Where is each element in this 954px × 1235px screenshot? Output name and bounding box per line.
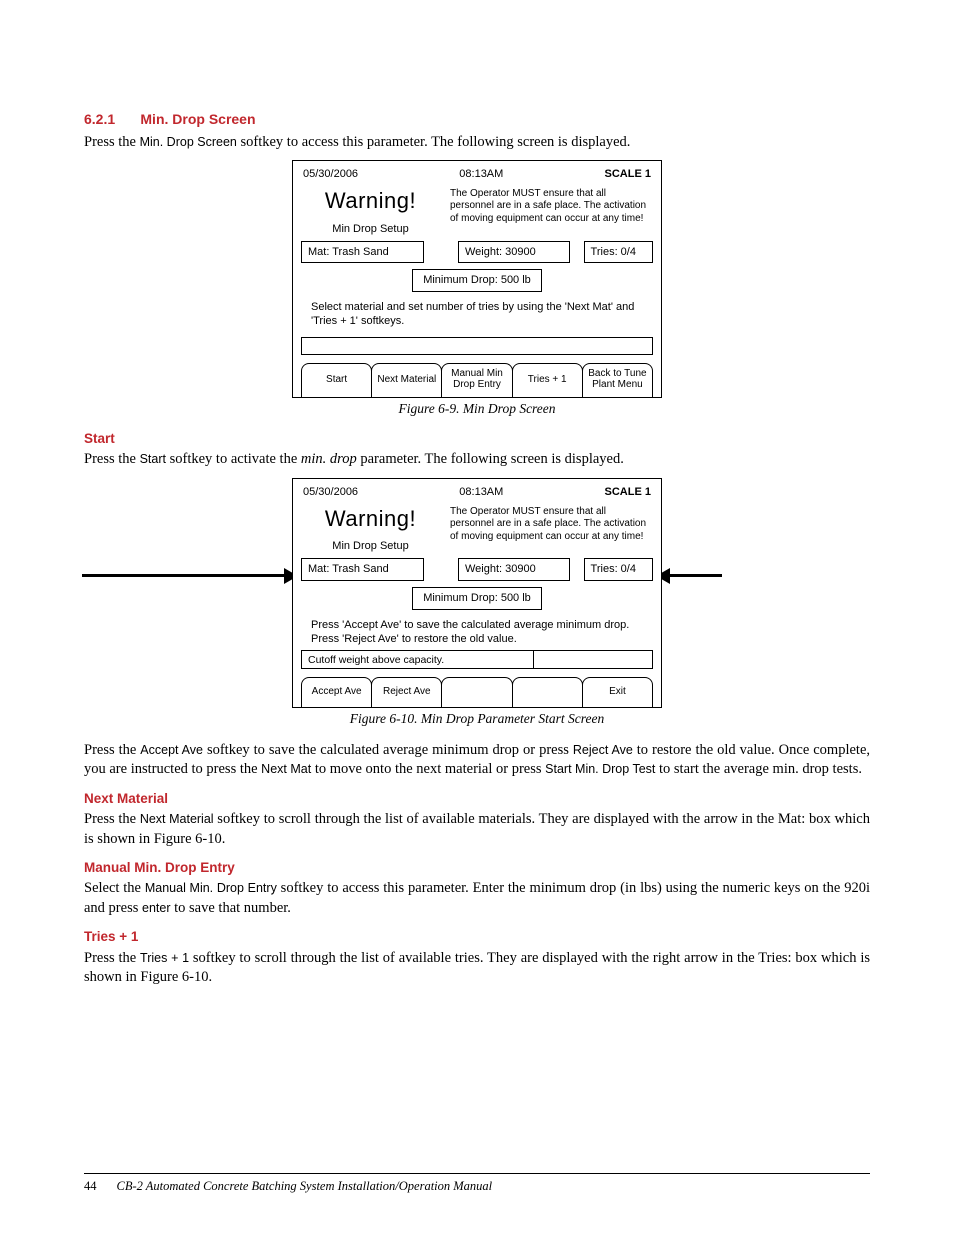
screen-time: 08:13AM <box>459 167 503 182</box>
screen-header: 05/30/2006 08:13AM SCALE 1 <box>293 479 661 502</box>
tries-heading: Tries + 1 <box>84 928 870 946</box>
figure-6-9: 05/30/2006 08:13AM SCALE 1 Warning! Min … <box>84 160 870 398</box>
warning-text: The Operator MUST ensure that all person… <box>450 186 651 237</box>
screen-date: 05/30/2006 <box>303 485 358 500</box>
value-row: Mat: Trash Sand Weight: 30900 Tries: 0/4 <box>293 241 661 264</box>
min-drop-box: Minimum Drop: 500 lb <box>412 587 542 610</box>
after-fig2-para: Press the Accept Ave softkey to save the… <box>84 741 870 780</box>
min-drop-box: Minimum Drop: 500 lb <box>412 269 542 292</box>
screen-instruction: Select material and set number of tries … <box>293 298 661 337</box>
material-box: Mat: Trash Sand <box>301 241 424 264</box>
section-title: Min. Drop Screen <box>140 111 255 127</box>
screen-subtitle: Min Drop Setup <box>303 539 438 554</box>
warning-text: The Operator MUST ensure that all person… <box>450 504 651 555</box>
softkey-blank-1 <box>441 677 512 707</box>
softkey-accept-ave[interactable]: Accept Ave <box>301 677 372 707</box>
manual-entry-heading: Manual Min. Drop Entry <box>84 859 870 877</box>
page-number: 44 <box>84 1178 97 1195</box>
min-drop-screen: 05/30/2006 08:13AM SCALE 1 Warning! Min … <box>292 160 662 398</box>
softkey-back-to-tune-plant-menu[interactable]: Back to Tune Plant Menu <box>582 363 653 397</box>
warning-row: Warning! Min Drop Setup The Operator MUS… <box>293 184 661 241</box>
softkey-reject-ave[interactable]: Reject Ave <box>371 677 442 707</box>
figure-6-10-caption: Figure 6-10. Min Drop Parameter Start Sc… <box>84 710 870 728</box>
status-blank <box>533 650 653 669</box>
tries-box: Tries: 0/4 <box>584 241 653 264</box>
screen-scale: SCALE 1 <box>605 485 651 500</box>
screen-date: 05/30/2006 <box>303 167 358 182</box>
status-row: Cutoff weight above capacity. <box>301 650 653 669</box>
next-material-heading: Next Material <box>84 790 870 808</box>
section-intro: Press the Min. Drop Screen softkey to ac… <box>84 133 870 153</box>
softkey-blank-2 <box>512 677 583 707</box>
softkey-tries-plus-1[interactable]: Tries + 1 <box>512 363 583 397</box>
status-blank <box>301 337 653 355</box>
screen-header: 05/30/2006 08:13AM SCALE 1 <box>293 161 661 184</box>
section-number: 6.2.1 <box>84 111 115 127</box>
material-box: Mat: Trash Sand <box>301 558 424 581</box>
min-drop-start-screen: 05/30/2006 08:13AM SCALE 1 Warning! Min … <box>292 478 662 709</box>
softkey-exit[interactable]: Exit <box>582 677 653 707</box>
start-heading: Start <box>84 430 870 448</box>
weight-box: Weight: 30900 <box>458 558 570 581</box>
status-message: Cutoff weight above capacity. <box>301 650 533 669</box>
figure-6-9-caption: Figure 6-9. Min Drop Screen <box>84 400 870 418</box>
tries-box: Tries: 0/4 <box>584 558 653 581</box>
screen-time: 08:13AM <box>459 485 503 500</box>
manual-entry-para: Select the Manual Min. Drop Entry softke… <box>84 879 870 918</box>
footer-title: CB-2 Automated Concrete Batching System … <box>117 1178 493 1195</box>
warning-label: Warning! <box>303 186 438 216</box>
screen-scale: SCALE 1 <box>605 167 651 182</box>
section-heading: 6.2.1 Min. Drop Screen <box>84 110 870 131</box>
page-footer: 44 CB-2 Automated Concrete Batching Syst… <box>84 1173 870 1195</box>
softkey-next-material[interactable]: Next Material <box>371 363 442 397</box>
warning-row: Warning! Min Drop Setup The Operator MUS… <box>293 502 661 559</box>
softkey-row: Accept Ave Reject Ave Exit <box>293 673 661 707</box>
softkey-row: Start Next Material Manual Min Drop Entr… <box>293 359 661 397</box>
screen-instruction: Press 'Accept Ave' to save the calculate… <box>293 616 661 651</box>
arrow-left-icon <box>82 574 287 577</box>
screen-subtitle: Min Drop Setup <box>303 222 438 237</box>
tries-para: Press the Tries + 1 softkey to scroll th… <box>84 949 870 988</box>
arrow-right-icon <box>667 574 722 577</box>
warning-label: Warning! <box>303 504 438 534</box>
value-row: Mat: Trash Sand Weight: 30900 Tries: 0/4 <box>293 558 661 581</box>
weight-box: Weight: 30900 <box>458 241 570 264</box>
next-material-para: Press the Next Material softkey to scrol… <box>84 810 870 849</box>
figure-6-10: 05/30/2006 08:13AM SCALE 1 Warning! Min … <box>84 478 870 709</box>
start-para: Press the Start softkey to activate the … <box>84 450 870 470</box>
softkey-manual-min-drop-entry[interactable]: Manual Min Drop Entry <box>441 363 512 397</box>
softkey-start[interactable]: Start <box>301 363 372 397</box>
